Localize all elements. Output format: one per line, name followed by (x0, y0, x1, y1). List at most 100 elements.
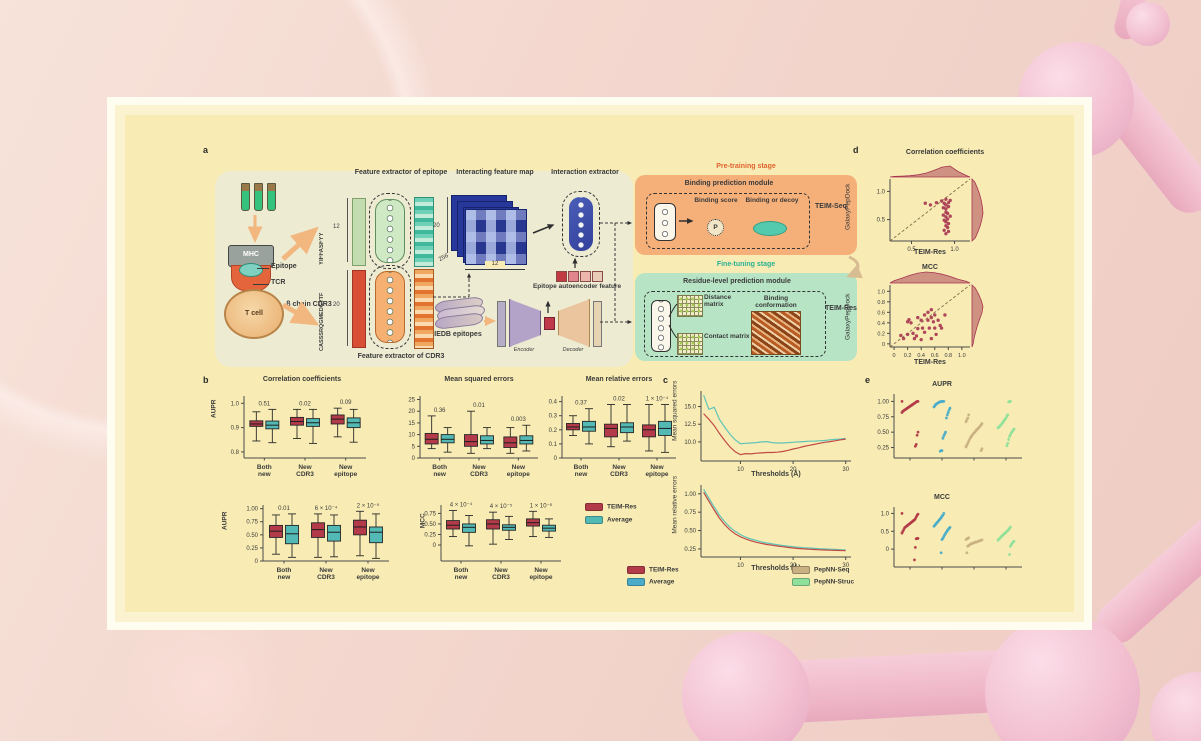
svg-text:2 × 10⁻⁵: 2 × 10⁻⁵ (357, 502, 380, 509)
svg-text:0.2: 0.2 (549, 428, 558, 434)
svg-text:0.01: 0.01 (278, 506, 290, 512)
svg-text:1 × 10⁻⁶: 1 × 10⁻⁶ (530, 502, 553, 509)
legend-teim-res: TEIM-Res (627, 566, 679, 574)
svg-text:0.5: 0.5 (877, 218, 886, 224)
svg-text:epitope: epitope (529, 574, 552, 581)
svg-text:0.3: 0.3 (549, 414, 558, 420)
encoder-label: Encoder (513, 347, 535, 353)
svg-text:0.2: 0.2 (877, 331, 885, 337)
test-tubes-icon (239, 183, 278, 216)
cdr3-cnn-icon (375, 271, 405, 343)
res-module-icon (651, 300, 671, 352)
c2-xlabel: Thresholds (Å) (751, 565, 801, 572)
tcr-pointer-line (253, 284, 269, 285)
feature-square-icon (580, 271, 591, 282)
svg-text:1.0: 1.0 (231, 401, 240, 407)
epitope-length-label: 12 (333, 224, 340, 230)
svg-text:10.0: 10.0 (684, 440, 696, 446)
binding-conformation-label: Binding conformation (755, 295, 797, 310)
svg-text:20: 20 (790, 563, 797, 569)
svg-text:Both: Both (277, 567, 292, 574)
panel-d-label: d (853, 145, 859, 155)
svg-text:0: 0 (893, 353, 896, 359)
legend-average-label: Average (649, 578, 675, 586)
svg-text:0.37: 0.37 (575, 401, 587, 407)
binding-prediction-module-title: Binding prediction module (684, 180, 774, 187)
map-rows-bracket (447, 197, 448, 253)
svg-text:epitope: epitope (645, 471, 668, 478)
epitope-embedding-bar (352, 198, 366, 266)
svg-text:New: New (361, 567, 375, 574)
svg-text:0.50: 0.50 (424, 522, 436, 528)
binding-module-dashed-box (646, 193, 810, 249)
cdr3-length-label: 20 (333, 302, 340, 308)
test-tube-icon (241, 183, 250, 211)
svg-text:10: 10 (737, 467, 744, 473)
epitope-shape (239, 263, 263, 277)
b-corr-title: Correlation coefficients (262, 376, 342, 383)
distance-matrix-icon (677, 295, 703, 317)
svg-text:10: 10 (737, 563, 744, 569)
svg-text:15: 15 (408, 421, 415, 427)
encoder-input-bar (497, 301, 506, 347)
svg-text:New: New (534, 567, 548, 574)
svg-text:0.1: 0.1 (549, 442, 558, 448)
svg-text:0.02: 0.02 (613, 396, 625, 402)
svg-text:1.00: 1.00 (684, 492, 696, 498)
molecule-rod-icon (1087, 480, 1201, 652)
binding-decoy-label: Binding or decoy (745, 197, 799, 204)
c1-xlabel: Thresholds (Å) (751, 471, 801, 478)
feature-extractor-epitope-title: Feature extractor of epitope (354, 169, 448, 176)
svg-text:0.8: 0.8 (231, 450, 240, 456)
svg-text:new: new (258, 471, 272, 478)
chart-e2: 1.0 0.5 0 (881, 507, 1022, 570)
t-cell-shape: T cell (224, 289, 284, 339)
d1-ylabel: GalaxyPepDock (844, 183, 852, 231)
svg-text:epitope: epitope (356, 574, 379, 581)
pepnn-struc-swatch-icon (792, 578, 810, 586)
b-legend-teim-res-label: TEIM-Res (607, 503, 637, 511)
svg-text:Both: Both (432, 464, 447, 471)
epitope-pointer-line (257, 268, 269, 269)
map-cols-bracket (465, 269, 525, 270)
epitope-feature-column (414, 197, 434, 267)
svg-text:0.6: 0.6 (877, 310, 885, 316)
svg-text:0: 0 (886, 547, 890, 553)
residue-module-dashed-box (644, 291, 826, 357)
svg-text:CDR3: CDR3 (296, 471, 314, 478)
interacting-feature-map-title: Interacting feature map (456, 169, 534, 176)
svg-text:0.09: 0.09 (340, 400, 352, 406)
teim-res-swatch-icon (585, 503, 603, 511)
svg-text:6 × 10⁻⁴: 6 × 10⁻⁴ (315, 505, 338, 512)
chart-b2: 25201510500.36Bothnew0.01NewCDR30.003New… (408, 396, 538, 478)
molecule-sphere-icon (682, 632, 810, 741)
epitope-length-bracket (347, 198, 348, 262)
svg-text:4 × 10⁻⁵: 4 × 10⁻⁵ (490, 503, 513, 510)
latent-code-icon (544, 317, 555, 330)
svg-text:New: New (298, 464, 312, 471)
pretraining-stage-title: Pre-training stage (716, 163, 776, 170)
svg-text:0.50: 0.50 (684, 529, 696, 535)
legend-teim-res-label: TEIM-Res (649, 566, 679, 574)
svg-text:0: 0 (412, 456, 416, 462)
b-mse-title: Mean squared errors (444, 376, 514, 383)
panel-e-label: e (865, 375, 871, 385)
beta-chain-label: β chain CDR3 (286, 301, 332, 308)
teim-seq-label: TEIM-Seq (815, 203, 847, 210)
b-legend-average: Average (585, 516, 632, 524)
svg-text:New: New (650, 464, 664, 471)
binding-score-label: Binding score (694, 197, 738, 204)
b-legend-average-label: Average (607, 516, 633, 524)
decoder-label: Decoder (562, 347, 584, 353)
interaction-extractor-title: Interaction extractor (551, 169, 619, 176)
legend-average: Average (627, 578, 674, 586)
svg-text:new: new (455, 574, 469, 581)
cdr3-feature-extractor-icon (369, 265, 411, 349)
svg-text:0.75: 0.75 (684, 510, 696, 516)
interaction-extractor-core (569, 197, 593, 251)
svg-text:New: New (339, 464, 353, 471)
e-aupr-title: AUPR (932, 381, 952, 388)
svg-text:0.36: 0.36 (434, 408, 446, 414)
feature-map-grid (465, 209, 527, 265)
